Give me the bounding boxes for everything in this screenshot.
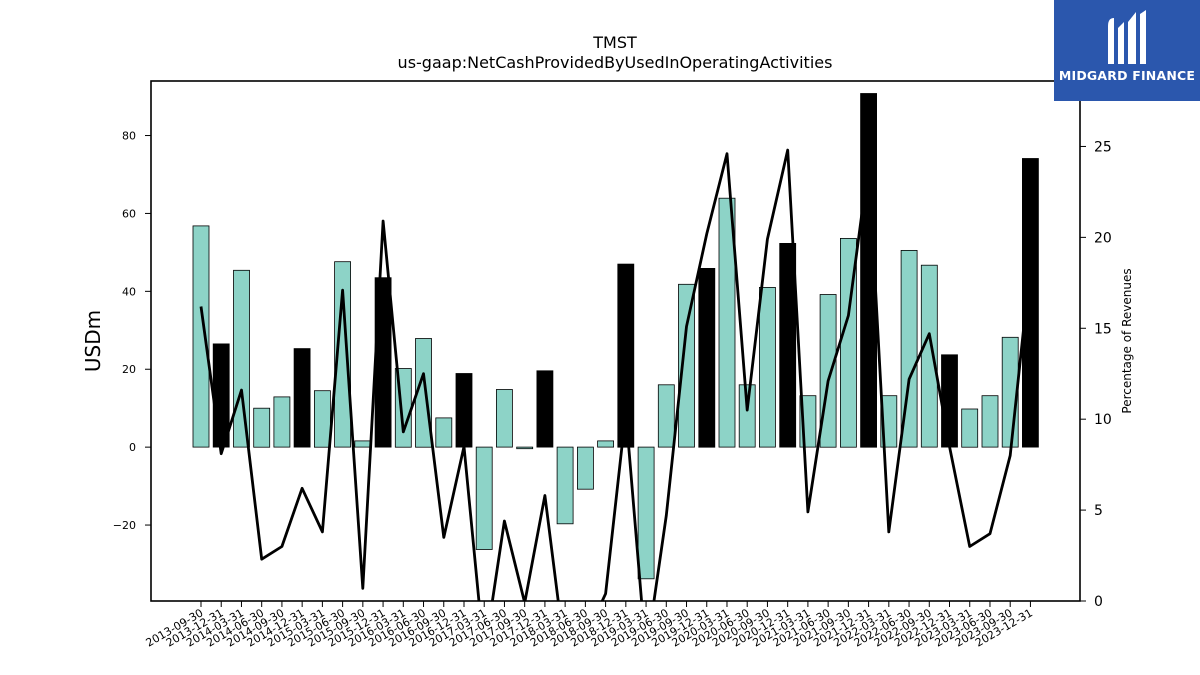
y2-tick-label: 15	[1094, 321, 1112, 337]
y-tick-label: 20	[122, 363, 136, 376]
brand-logo: MIDGARD FINANCE	[1054, 0, 1200, 101]
bar	[1022, 158, 1039, 448]
bar	[678, 283, 695, 448]
bar	[941, 354, 958, 448]
bar	[516, 446, 534, 450]
bar	[273, 396, 291, 448]
bar	[253, 407, 271, 448]
bar	[637, 446, 655, 580]
bar	[718, 197, 736, 448]
plot-clip-group	[192, 93, 1039, 601]
bar	[334, 261, 352, 448]
bar	[860, 93, 877, 448]
bar	[617, 263, 635, 448]
bar	[495, 389, 513, 448]
bar	[981, 395, 999, 448]
bar	[556, 446, 574, 525]
bar	[698, 267, 716, 448]
y2-tick-label: 10	[1094, 412, 1112, 428]
y2-tick-label: 5	[1094, 503, 1103, 519]
bar	[920, 264, 938, 448]
y2-tick-label: 20	[1094, 230, 1112, 246]
bar	[779, 242, 797, 448]
percentage-line	[199, 148, 1032, 601]
bar	[759, 286, 776, 448]
bar	[900, 249, 918, 448]
y-tick-label: 40	[122, 285, 136, 298]
bar	[313, 390, 331, 448]
bar	[536, 370, 554, 448]
y-axis-label: USDm	[81, 310, 105, 372]
bar	[961, 408, 979, 448]
bar	[597, 440, 614, 448]
bar	[475, 446, 493, 550]
bar	[435, 417, 453, 448]
bar	[233, 269, 250, 448]
plot-frame	[150, 80, 1081, 602]
bar	[293, 348, 311, 448]
y2-tick-label: 25	[1094, 139, 1112, 155]
bar	[577, 446, 594, 490]
bar	[354, 440, 372, 448]
bar	[657, 384, 675, 448]
plot-area: −2002040608005101520252013-09-302013-12-…	[113, 80, 1112, 650]
chart-title: TMST	[592, 33, 637, 52]
bar	[738, 384, 756, 448]
y-tick-label: −20	[113, 519, 136, 532]
chart-subtitle: us-gaap:NetCashProvidedByUsedInOperating…	[398, 53, 833, 72]
midgard-logo-icon	[1108, 10, 1146, 64]
y-tick-label: 80	[122, 130, 136, 143]
y-tick-label: 60	[122, 207, 136, 220]
bar	[192, 225, 210, 448]
logo-text: MIDGARD FINANCE	[1058, 68, 1196, 83]
y-tick-label: 0	[129, 441, 136, 454]
bar	[455, 373, 473, 448]
y2-tick-label: 0	[1094, 594, 1103, 610]
y2-axis-label: Percentage of Revenues	[1120, 268, 1134, 413]
